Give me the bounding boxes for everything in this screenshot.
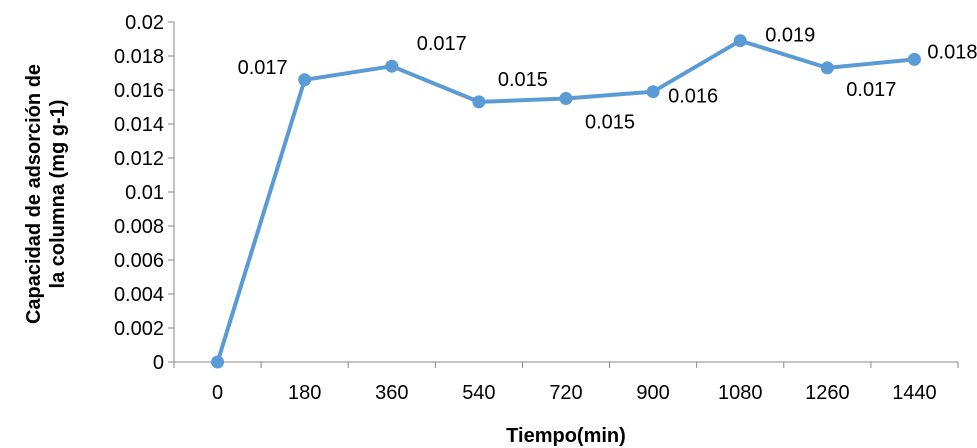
x-axis-ticks: 0 180 360 540 720 900 1080 1260 1440 (173, 362, 959, 404)
data-point (559, 92, 573, 105)
data-point (385, 59, 399, 73)
x-tick-label: 720 (549, 382, 582, 404)
data-point (733, 34, 747, 48)
x-tick-label: 360 (375, 382, 408, 404)
x-tick-label: 1440 (892, 382, 937, 404)
data-point (472, 95, 486, 109)
data-point (298, 73, 312, 87)
y-axis-title-line-1: Capacidad de adsorción de (23, 64, 45, 324)
y-tick-label: 0.004 (114, 284, 164, 306)
y-tick-label: 0.006 (114, 250, 164, 272)
y-tick-label: 0.01 (125, 182, 164, 204)
x-tick-label: 1260 (805, 382, 850, 404)
x-axis-title: Tiempo(min) (506, 425, 626, 447)
y-tick-label: 0.014 (114, 114, 164, 136)
x-tick-label: 0 (212, 382, 223, 404)
data-label: 0.015 (498, 69, 548, 91)
series-line (215, 38, 917, 364)
y-tick-label: 0.002 (114, 318, 164, 340)
data-label: 0.016 (668, 86, 718, 108)
x-tick-label: 180 (288, 382, 321, 404)
x-tick-label: 1080 (718, 382, 763, 404)
data-label: 0.017 (238, 57, 288, 79)
data-label: 0.017 (846, 79, 896, 101)
y-tick-label: 0.008 (114, 216, 164, 238)
y-tick-label: 0.02 (125, 12, 164, 34)
data-label: 0.015 (585, 112, 635, 134)
data-point (211, 355, 225, 369)
data-label: 0.017 (417, 33, 467, 55)
y-axis-title: Capacidad de adsorción de la columna (mg… (23, 64, 69, 324)
y-tick-label: 0.018 (114, 46, 164, 68)
x-tick-label: 900 (636, 382, 669, 404)
x-tick-label: 540 (462, 382, 495, 404)
data-label: 0.018 (927, 41, 977, 63)
data-point (820, 61, 834, 75)
data-point (646, 85, 660, 99)
y-tick-label: 0.016 (114, 80, 164, 102)
data-label: 0.019 (765, 25, 815, 47)
y-axis-ticks: 0 0.002 0.004 0.006 0.008 0.01 0.012 0.014 0.016… (114, 12, 174, 374)
data-series: 0.017 0.017 0.015 0.015 0.016 0.019 0.017 0.018 (211, 25, 977, 369)
y-axis-title-line-2: la columna (mg g-1) (47, 100, 69, 289)
y-tick-label: 0.012 (114, 148, 164, 170)
y-tick-label: 0 (153, 352, 164, 374)
data-point (907, 52, 921, 66)
